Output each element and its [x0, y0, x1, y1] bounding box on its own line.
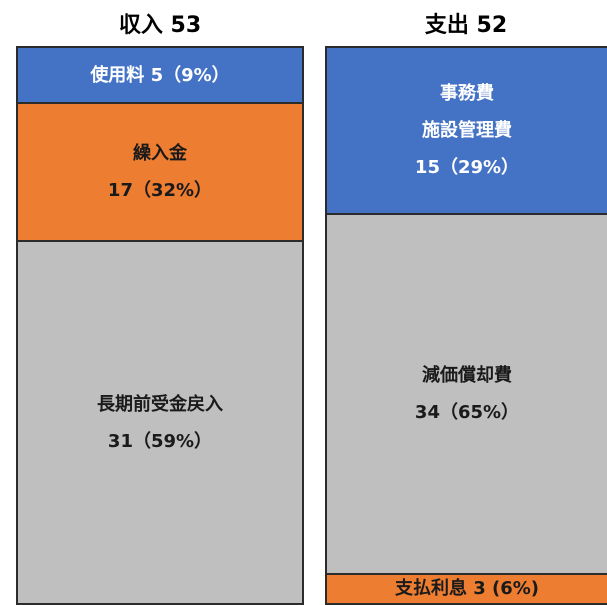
column-title: 支出 52 — [424, 13, 508, 38]
income-column: 使用料 5（9%） 繰入金 17（32%） 長期前受金戻入 31（59%） — [16, 46, 304, 605]
block-label: 34（65%） — [414, 402, 520, 423]
block-label: 施設管理費 — [422, 120, 512, 141]
block: 長期前受金戻入 31（59%） — [16, 240, 304, 605]
column-title: 収入 53 — [118, 13, 202, 38]
block: 事務費 施設管理費 15（29%） — [325, 46, 607, 215]
block-label: 31（59%） — [107, 430, 213, 452]
block: 繰入金 17（32%） — [16, 102, 304, 242]
block-label: 支払利息 3 (6%) — [394, 578, 540, 599]
block: 減価償却費 34（65%） — [325, 213, 607, 575]
block-label: 使用料 5（9%） — [90, 64, 230, 86]
block-label: 事務費 — [440, 83, 494, 104]
block: 使用料 5（9%） — [16, 46, 304, 104]
block-label: 繰入金 — [133, 143, 187, 164]
block-label: 17（32%） — [107, 180, 213, 201]
expense-column: 事務費 施設管理費 15（29%） 減価償却費 34（65%） 支払利息 3 (… — [325, 46, 607, 605]
block-label: 減価償却費 — [422, 365, 512, 386]
block: 支払利息 3 (6%) — [325, 573, 607, 605]
block-label: 15（29%） — [414, 157, 520, 178]
block-label: 長期前受金戻入 — [97, 393, 223, 415]
